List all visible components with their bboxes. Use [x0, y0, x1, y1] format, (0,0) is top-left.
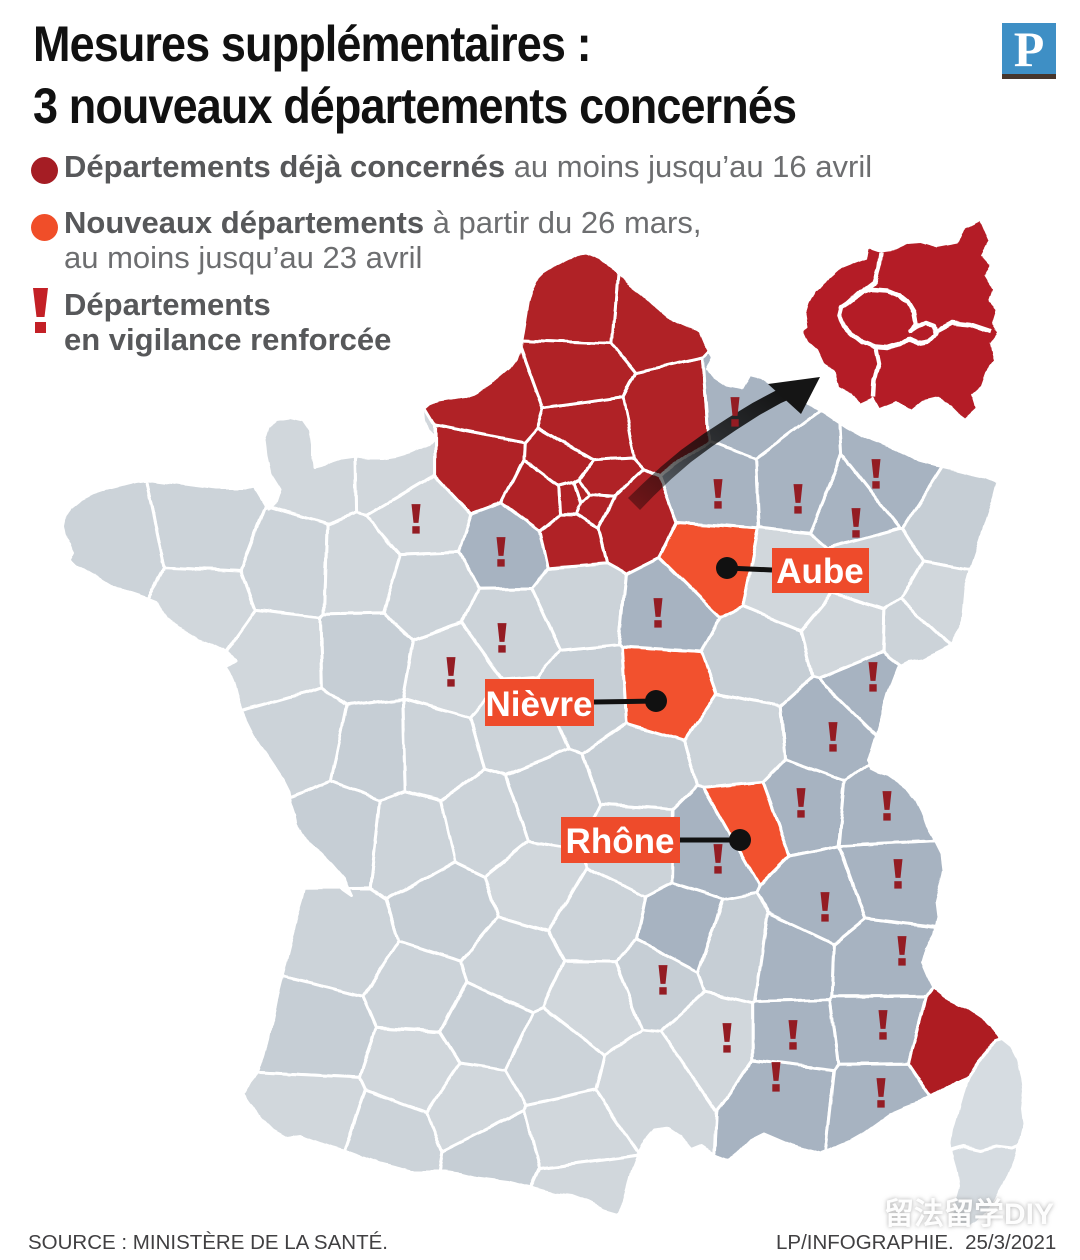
svg-text:Rhône: Rhône: [566, 822, 675, 861]
svg-text:Nièvre: Nièvre: [485, 685, 592, 724]
svg-text:Aube: Aube: [776, 552, 864, 591]
